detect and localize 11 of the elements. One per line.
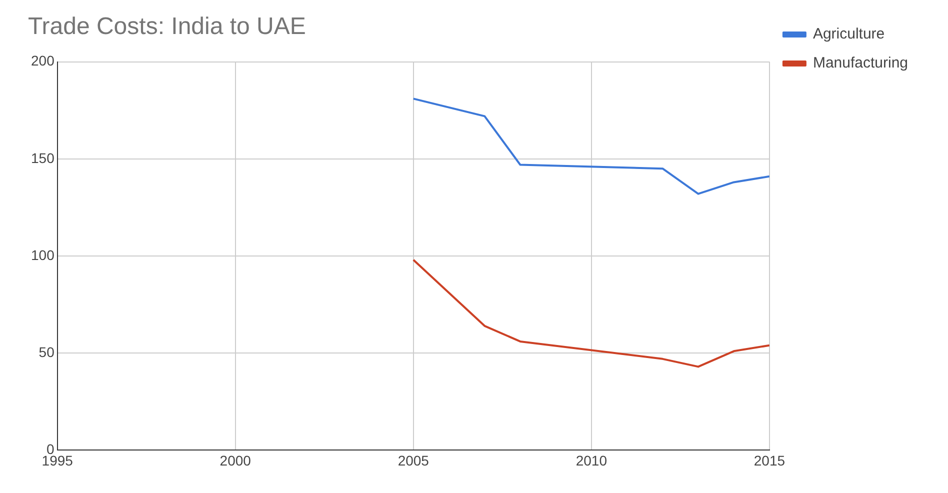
legend-label: Manufacturing: [812, 54, 908, 72]
x-tick-label: 2010: [576, 452, 608, 468]
chart-title: Trade Costs: India to UAE: [28, 13, 306, 40]
x-tick-label: 2000: [220, 452, 252, 468]
x-tick-label: 2005: [398, 452, 430, 468]
y-tick-label: 100: [31, 246, 55, 263]
y-tick-label: 50: [38, 344, 55, 360]
y-tick-label: 150: [31, 150, 55, 166]
y-tick-label: 200: [31, 52, 55, 69]
x-tick-label: 2015: [754, 452, 786, 468]
legend-label: Agriculture: [812, 26, 885, 43]
